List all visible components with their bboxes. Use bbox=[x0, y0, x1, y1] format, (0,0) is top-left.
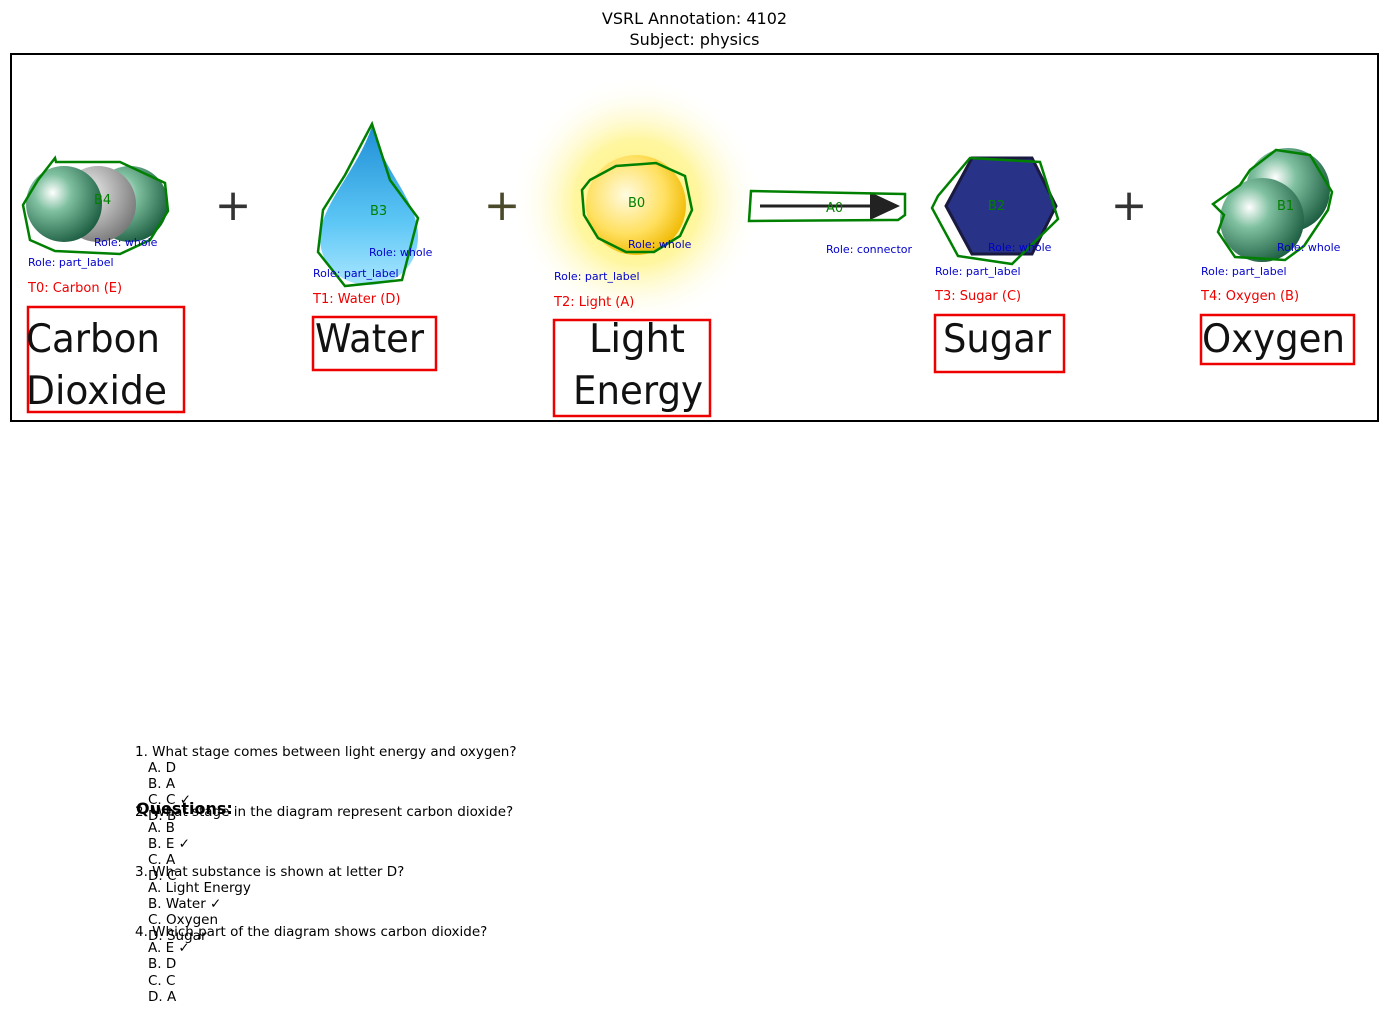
blob-role-b0: Role: whole bbox=[628, 238, 692, 251]
blob-b1-outline bbox=[1211, 148, 1334, 262]
question-1: 1. What stage comes between light energy… bbox=[135, 744, 517, 760]
question-4-option-b: B. D bbox=[148, 956, 177, 972]
question-2: 2. What stage in the diagram represent c… bbox=[135, 804, 514, 820]
text-role-t1: Role: part_label bbox=[313, 267, 399, 280]
blob-a0-outline bbox=[747, 189, 907, 223]
text-box-t2 bbox=[552, 318, 712, 418]
question-2-option-b: B. E ✓ bbox=[148, 836, 190, 852]
text-tag-t4: T4: Oxygen (B) bbox=[1200, 289, 1299, 304]
plus-sign-3: + bbox=[1111, 180, 1148, 231]
text-role-t0: Role: part_label bbox=[28, 256, 114, 269]
blob-role-b1: Role: whole bbox=[1277, 241, 1341, 254]
blob-role-b2: Role: whole bbox=[988, 241, 1052, 254]
text-box-t1 bbox=[311, 315, 438, 372]
blob-b4-outline bbox=[21, 155, 170, 256]
oxygen-molecule-icon bbox=[1220, 148, 1330, 262]
water-drop-icon bbox=[320, 126, 418, 285]
question-1-option-b: B. A bbox=[148, 776, 176, 792]
question-4-option-c: C. C bbox=[148, 973, 176, 989]
question-1-option-c: C. C ✓ bbox=[148, 792, 192, 808]
question-2-option-d: D. C bbox=[148, 868, 177, 884]
text-box-t3 bbox=[933, 313, 1066, 374]
blob-b2-outline bbox=[930, 156, 1060, 266]
blob-id-a0: A0 bbox=[826, 201, 843, 216]
blob-role-b3: Role: whole bbox=[369, 246, 433, 259]
text-tag-t1: T1: Water (D) bbox=[312, 292, 400, 307]
blob-id-b2: B2 bbox=[988, 199, 1005, 214]
text-box-t4 bbox=[1199, 313, 1356, 366]
question-2-option-a: A. B bbox=[148, 820, 175, 836]
blob-b0-outline bbox=[580, 161, 694, 254]
blob-role-a0: Role: connector bbox=[826, 243, 912, 256]
text-role-t3: Role: part_label bbox=[935, 265, 1021, 278]
plus-sign-1: + bbox=[215, 180, 252, 231]
text-box-t0 bbox=[26, 305, 186, 414]
label-carbon: Carbon bbox=[26, 317, 160, 362]
blob-b3-outline bbox=[316, 120, 420, 288]
question-4-option-a: A. E ✓ bbox=[148, 940, 190, 956]
question-1-option-d: D. B bbox=[148, 808, 177, 824]
question-4-option-d: D. A bbox=[148, 989, 177, 1005]
text-tag-t0: T0: Carbon (E) bbox=[27, 281, 122, 296]
question-2-option-c: C. A bbox=[148, 852, 176, 868]
text-role-t2: Role: part_label bbox=[554, 270, 640, 283]
questions-header: Questions: bbox=[136, 799, 233, 818]
figure-subtitle: Subject: physics bbox=[629, 30, 760, 49]
question-1-option-a: A. D bbox=[148, 760, 176, 776]
question-3-option-c: C. Oxygen bbox=[148, 912, 219, 928]
label-oxygen: Oxygen bbox=[1202, 317, 1345, 362]
question-3: 3. What substance is shown at letter D? bbox=[135, 864, 405, 880]
sun-icon bbox=[586, 155, 686, 255]
question-4: 4. Which part of the diagram shows carbo… bbox=[135, 924, 488, 940]
blob-id-b1: B1 bbox=[1277, 199, 1294, 214]
blob-id-b4: B4 bbox=[94, 193, 111, 208]
label-water: Water bbox=[315, 317, 425, 362]
text-tag-t3: T3: Sugar (C) bbox=[934, 289, 1021, 304]
question-3-option-b: B. Water ✓ bbox=[148, 896, 222, 912]
text-tag-t2: T2: Light (A) bbox=[553, 295, 634, 310]
label-dioxide: Dioxide bbox=[26, 369, 167, 414]
blob-id-b3: B3 bbox=[370, 204, 387, 219]
carbon-dioxide-molecule-icon bbox=[26, 166, 168, 242]
label-light: Light bbox=[589, 317, 685, 362]
arrow-icon bbox=[760, 192, 900, 220]
figure-title: VSRL Annotation: 4102 bbox=[601, 9, 788, 28]
question-3-option-a: A. Light Energy bbox=[148, 880, 251, 896]
label-energy: Energy bbox=[573, 369, 703, 414]
text-role-t4: Role: part_label bbox=[1201, 265, 1287, 278]
diagram-panel: + + + B4 B3 B0 A0 B2 B1 Role: whole Role… bbox=[10, 53, 1379, 422]
sugar-hexagon-icon bbox=[944, 156, 1058, 256]
blob-id-b0: B0 bbox=[628, 196, 645, 211]
question-3-option-d: D. Sugar bbox=[148, 928, 207, 944]
blob-role-b4: Role: whole bbox=[94, 236, 158, 249]
label-sugar: Sugar bbox=[943, 317, 1052, 362]
